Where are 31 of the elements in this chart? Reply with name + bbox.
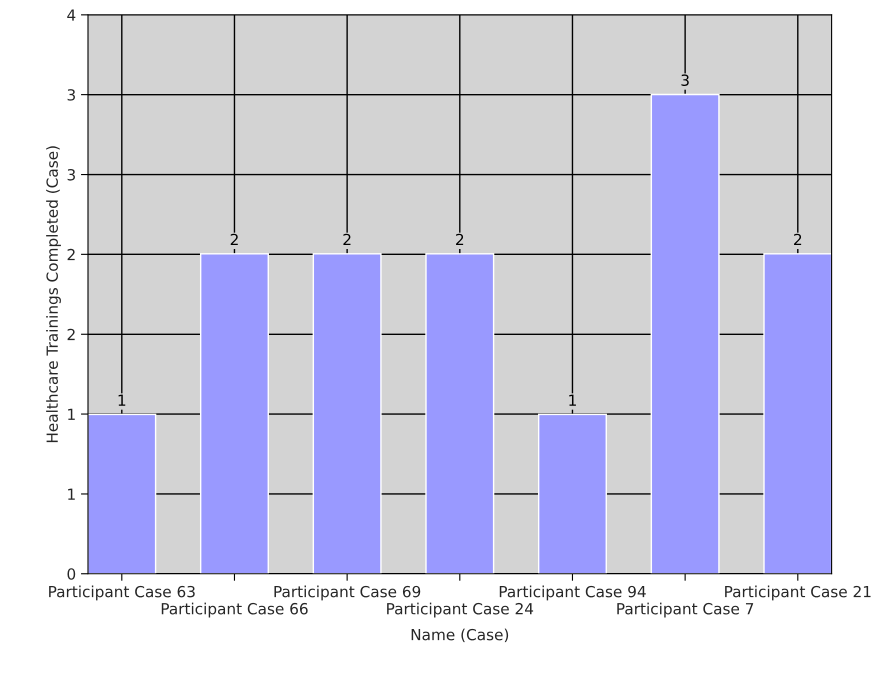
data-label: 2 <box>343 234 350 246</box>
y-tick-label: 2 <box>68 248 75 260</box>
bar <box>312 253 382 574</box>
y-tick-label: 0 <box>67 568 76 580</box>
data-label: 1 <box>118 394 126 406</box>
y-axis-title: Healthcare Trainings Completed (Case) <box>46 146 61 442</box>
bar <box>538 414 607 574</box>
bar <box>88 414 156 574</box>
data-label: 2 <box>230 234 238 246</box>
y-tick-label: 4 <box>67 10 76 21</box>
x-tick-label: Participant Case 21 <box>725 586 871 600</box>
y-tick-label: 3 <box>68 169 75 181</box>
bar <box>650 94 720 574</box>
x-tick-label: Participant Case 7 <box>617 602 754 618</box>
bar <box>200 253 269 574</box>
data-label: 3 <box>681 74 689 86</box>
x-tick-label: Participant Case 66 <box>162 602 308 618</box>
x-tick-label: Participant Case 94 <box>500 586 646 600</box>
data-label: 1 <box>569 394 576 406</box>
data-label: 2 <box>456 234 464 246</box>
y-tick-label: 3 <box>68 89 75 101</box>
x-axis-title: Name (Case) <box>412 628 508 642</box>
bar <box>763 253 832 574</box>
y-tick-label: 2 <box>68 328 75 340</box>
x-tick-label: Participant Case 63 <box>49 586 195 600</box>
y-tick-label: 1 <box>68 408 75 420</box>
bar <box>425 253 494 574</box>
data-label: 2 <box>794 234 802 246</box>
x-tick-label: Participant Case 24 <box>387 602 534 618</box>
y-tick-label: 1 <box>68 488 75 500</box>
x-tick-label: Participant Case 69 <box>274 586 420 600</box>
